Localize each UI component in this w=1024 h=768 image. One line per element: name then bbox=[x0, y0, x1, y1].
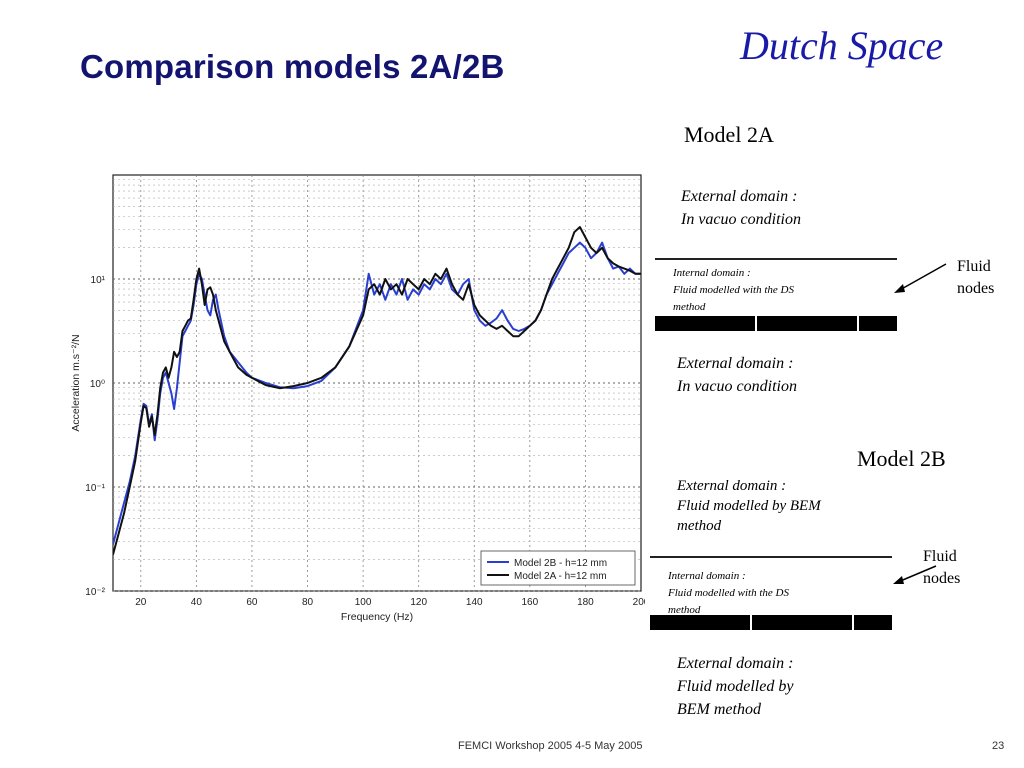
model-2b-external-bottom-line: BEM method bbox=[677, 701, 761, 718]
page-title: Comparison models 2A/2B bbox=[80, 48, 505, 85]
y-tick-label: 10⁻¹ bbox=[85, 483, 105, 494]
model-2a-external-bottom-line: In vacuo condition bbox=[677, 378, 797, 395]
model-2b-external-top: External domain : Fluid modelled by BEM … bbox=[677, 476, 821, 536]
model-2b-external-top-line: External domain : bbox=[677, 478, 787, 494]
model-2b-internal-line: method bbox=[668, 604, 701, 616]
model-2b-external-bottom-line: External domain : bbox=[677, 655, 794, 672]
model-2a-external-top-line: In vacuo condition bbox=[681, 211, 801, 228]
y-tick-label: 10⁰ bbox=[90, 379, 105, 390]
x-tick-label: 120 bbox=[410, 597, 427, 608]
model-2b-internal-line: Internal domain : bbox=[668, 570, 746, 582]
x-tick-label: 140 bbox=[466, 597, 483, 608]
legend-entry: Model 2A - h=12 mm bbox=[514, 571, 607, 582]
x-tick-label: 180 bbox=[577, 597, 594, 608]
x-tick-label: 80 bbox=[302, 597, 314, 608]
fluid-label-line: nodes bbox=[923, 570, 961, 587]
fluid-label-line: Fluid bbox=[957, 258, 991, 275]
model-2b-structure-strip bbox=[650, 615, 892, 630]
series-line-model-2a bbox=[113, 226, 641, 555]
x-tick-label: 60 bbox=[246, 597, 258, 608]
model-2a-structure-strip bbox=[655, 316, 897, 331]
x-tick-label: 160 bbox=[521, 597, 538, 608]
brand-logo: Dutch Space bbox=[740, 23, 944, 68]
fluid-label-line: Fluid bbox=[923, 548, 957, 565]
x-axis-label: Frequency (Hz) bbox=[341, 611, 413, 623]
model-2b-fluid-nodes-label: Fluid nodes bbox=[923, 546, 960, 590]
model-2a-label: Model 2A bbox=[684, 122, 774, 147]
x-tick-label: 200 bbox=[633, 597, 645, 608]
x-tick-label: 20 bbox=[135, 597, 147, 608]
footer-text: FEMCI Workshop 2005 4-5 May 2005 bbox=[458, 740, 643, 752]
y-tick-label: 10⁻² bbox=[85, 587, 105, 598]
legend-box bbox=[480, 550, 636, 586]
model-2a-external-top: External domain : In vacuo condition bbox=[681, 185, 801, 231]
model-2b-internal-line: Fluid modelled with the DS bbox=[668, 587, 789, 599]
fluid-label-line: nodes bbox=[957, 280, 995, 297]
model-2b-fluid-arrow bbox=[893, 565, 937, 584]
y-tick-label: 10¹ bbox=[91, 275, 106, 286]
model-2a-fluid-arrow bbox=[894, 263, 947, 293]
model-2a-internal-line: Fluid modelled with the DS bbox=[673, 284, 794, 296]
y-axis-label: Acceleration m.s⁻²/N bbox=[70, 334, 82, 431]
model-2a-external-top-line: External domain : bbox=[681, 188, 798, 205]
model-2b-internal-panel: Internal domain : Fluid modelled with th… bbox=[650, 556, 892, 616]
model-2a-internal-line: Internal domain : bbox=[673, 267, 751, 279]
model-2b-external-bottom: External domain : Fluid modelled by BEM … bbox=[677, 652, 793, 721]
model-2a-fluid-nodes-label: Fluid nodes bbox=[957, 256, 994, 300]
series-line-model-2b bbox=[113, 241, 641, 545]
plot-frame bbox=[112, 174, 642, 592]
frequency-response-chart: 20 40 60 80 100 120 140 160 180 200 10¹ 10⁰ 10⁻¹ 10⁻²… bbox=[70, 174, 645, 623]
model-2a-internal-line: method bbox=[673, 301, 706, 313]
legend-entry: Model 2B - h=12 mm bbox=[514, 558, 607, 569]
model-2b-external-top-line: method bbox=[677, 518, 722, 534]
model-2a-internal-panel: Internal domain : Fluid modelled with th… bbox=[655, 258, 897, 318]
x-tick-label: 40 bbox=[191, 597, 203, 608]
model-2b-external-bottom-line: Fluid modelled by bbox=[677, 678, 794, 695]
model-2b-label: Model 2B bbox=[857, 446, 946, 471]
x-tick-label: 100 bbox=[355, 597, 372, 608]
model-2a-external-bottom-line: External domain : bbox=[677, 355, 794, 372]
page-number: 23 bbox=[992, 740, 1005, 752]
model-2b-external-top-line: Fluid modelled by BEM bbox=[677, 498, 821, 514]
model-2a-external-bottom: External domain : In vacuo condition bbox=[677, 352, 797, 398]
